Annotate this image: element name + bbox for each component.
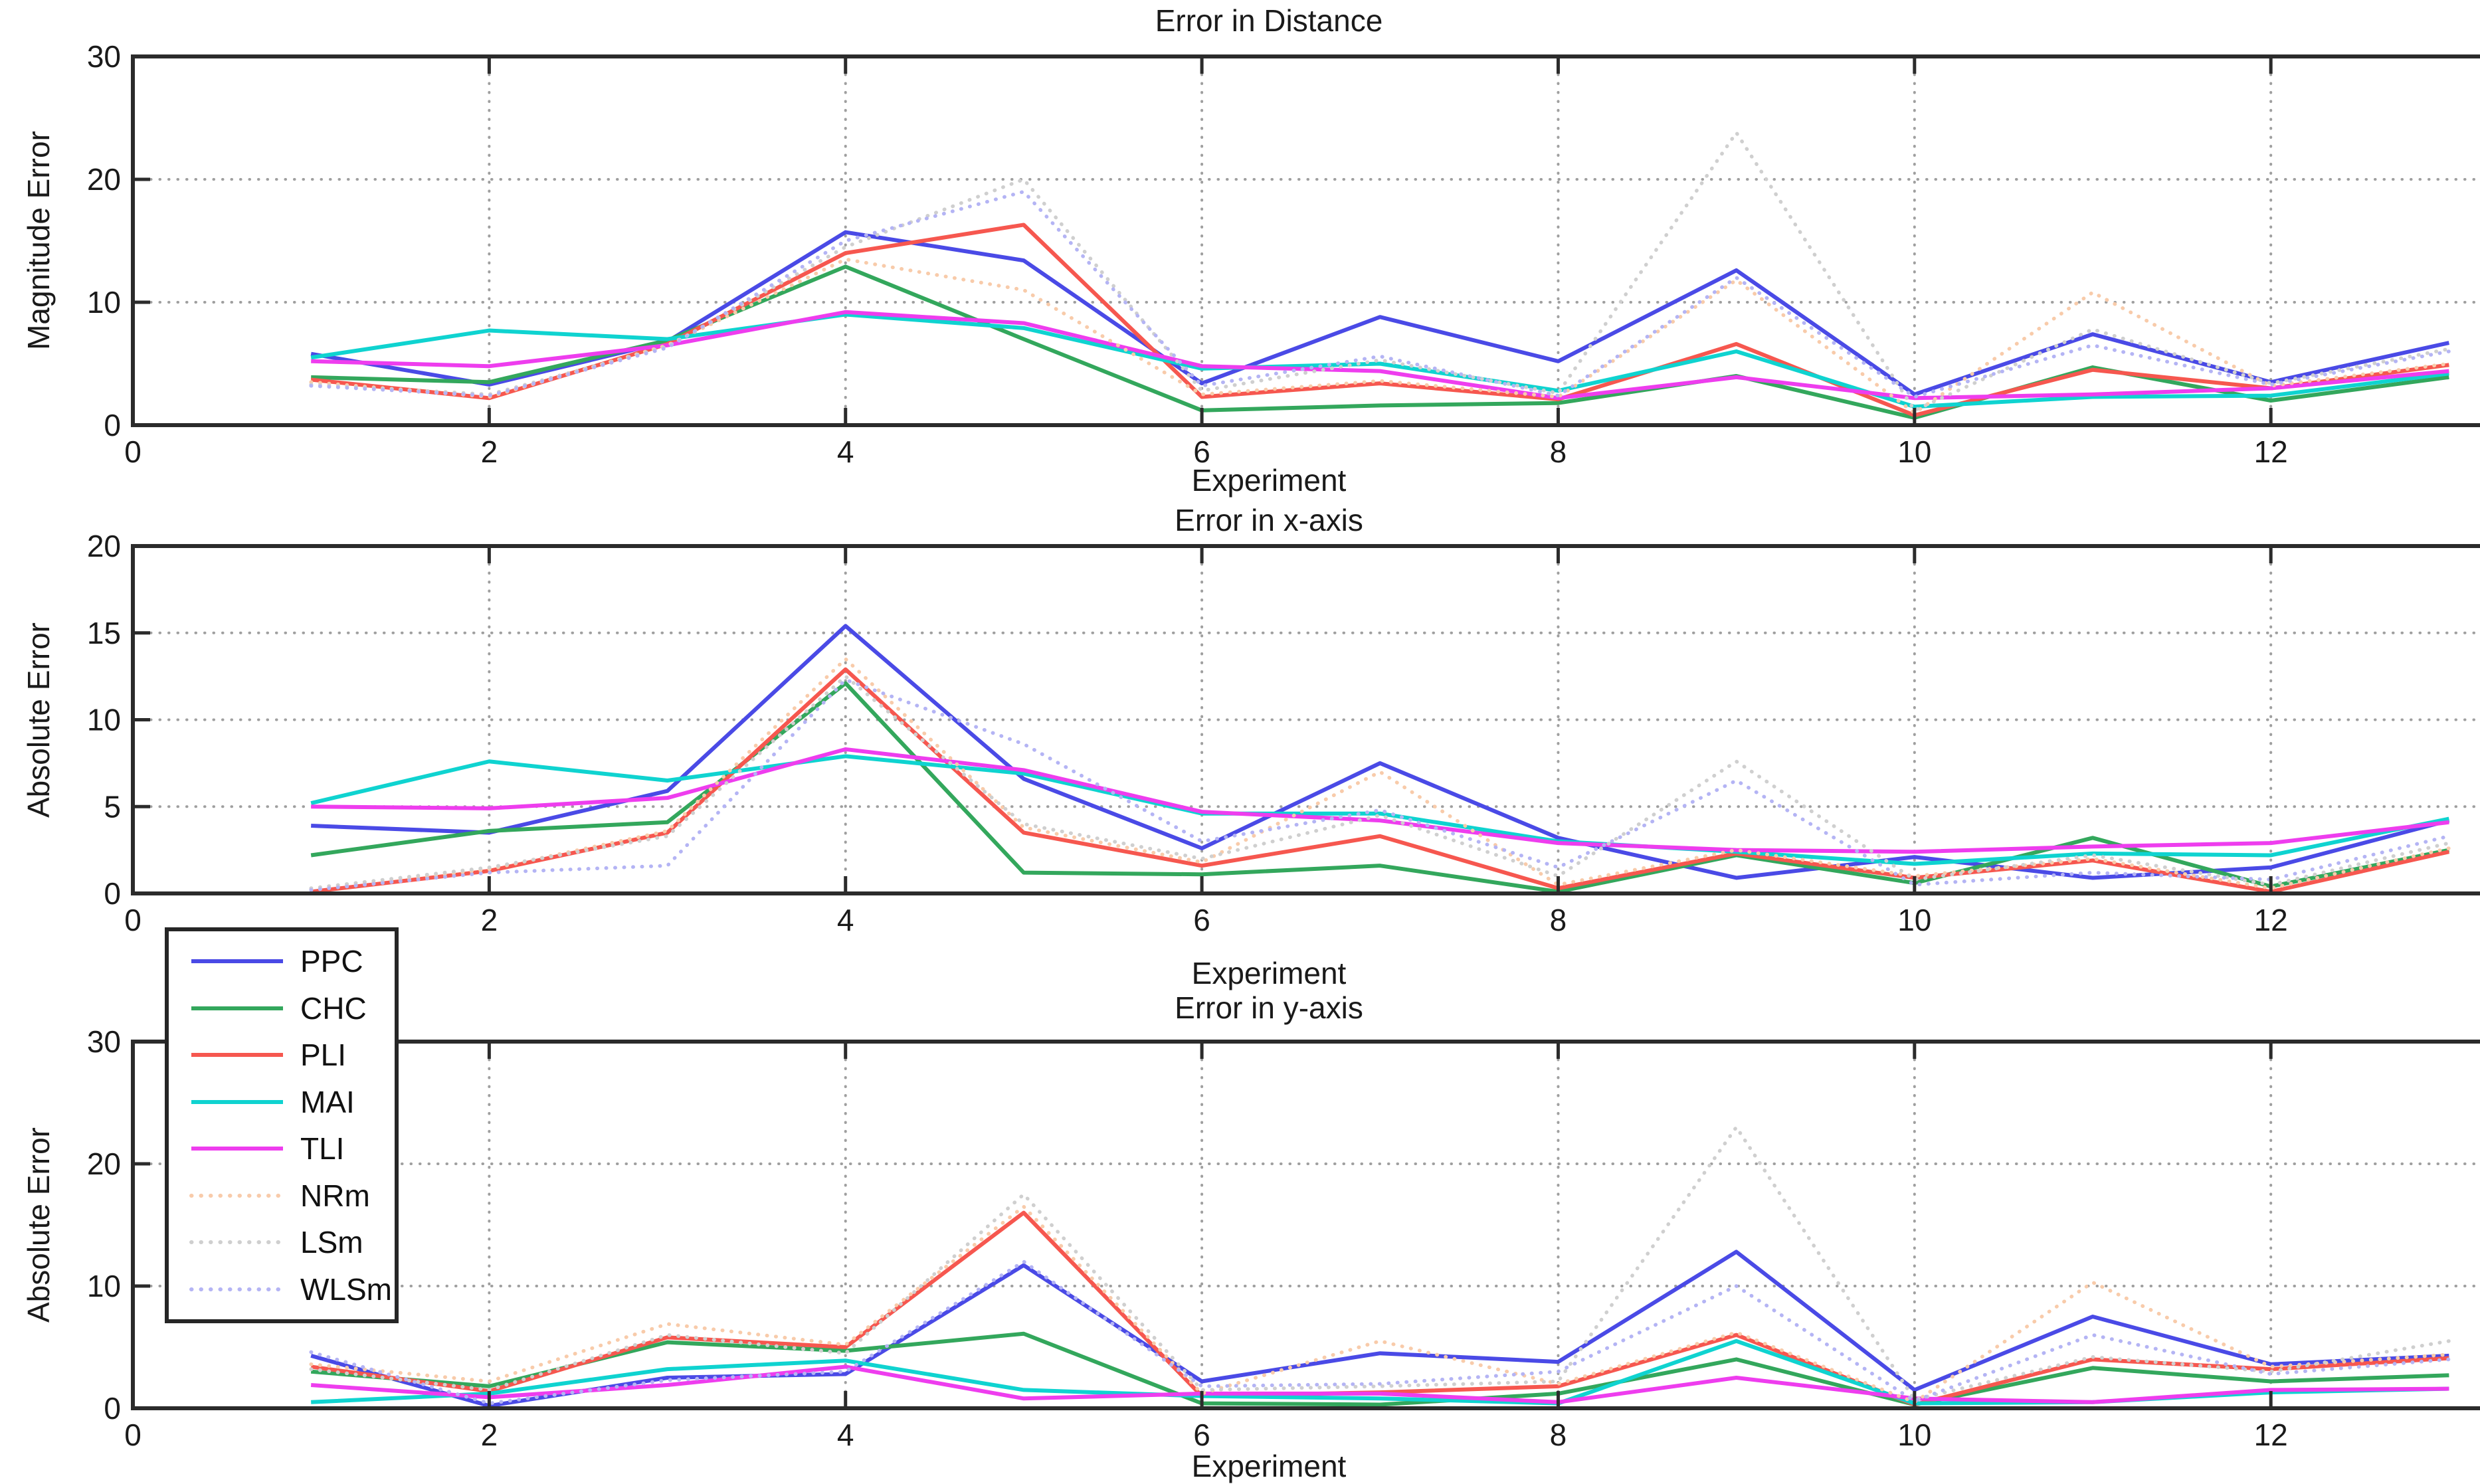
plot-border	[131, 1040, 2480, 1410]
y-tick-label: 10	[87, 703, 121, 737]
x-tick-label: 8	[1550, 434, 1567, 469]
x-axis-label-experiment-1: Experiment	[1191, 463, 1347, 498]
series-line-TLI	[311, 747, 2449, 854]
series-line-NRm	[309, 257, 2451, 415]
x-tick-label: 10	[1897, 903, 1931, 937]
legend-line-swatch-NRm	[189, 1193, 285, 1198]
legend-entry-PLI: PLI	[169, 1034, 395, 1075]
legend: PPC CHC PLI MAI TLI NRm LSm WLSm	[165, 927, 399, 1323]
x-tick-label: 12	[2254, 434, 2288, 469]
y-tick-label: 20	[87, 162, 121, 197]
x-tick-label: 10	[1897, 1418, 1931, 1452]
plot-area-error-in-y-axis: 0 2 4 6 8 10 12 0 10 20 30	[87, 1024, 2480, 1452]
series-line-MAI	[310, 754, 2449, 866]
x-tick-label: 0	[124, 1418, 142, 1452]
x-tick-label: 4	[837, 903, 854, 937]
y-tick-label: 20	[87, 1147, 121, 1181]
legend-entry-label: NRm	[300, 1178, 370, 1213]
x-tick-label: 8	[1550, 903, 1567, 937]
series-line-WLSm	[309, 189, 2451, 399]
series-line-CHC	[310, 681, 2449, 894]
series-line-PLI	[310, 667, 2450, 894]
x-tick-label: 4	[837, 1418, 854, 1452]
series-line-PLI	[310, 223, 2449, 418]
plot-area-error-in-distance: 0 2 4 6 8 10 12 0 10 20 30	[87, 39, 2480, 469]
series-line-TLI	[310, 1364, 2449, 1404]
chart-title-error-in-y-axis: Error in y-axis	[1175, 990, 1363, 1025]
legend-line-swatch-PLI	[191, 1053, 283, 1058]
legend-entry-label: PPC	[300, 944, 363, 979]
y-tick-label: 10	[87, 1269, 121, 1303]
series-line-LSm	[309, 130, 2451, 413]
chart-title-error-in-x-axis: Error in x-axis	[1175, 503, 1363, 537]
series-line-TLI	[311, 310, 2449, 401]
series-line-LSm	[309, 1125, 2451, 1402]
x-tick-label: 8	[1550, 1418, 1567, 1452]
x-axis-label-experiment-2: Experiment	[1191, 956, 1347, 990]
series-line-WLSm	[309, 1259, 2451, 1406]
x-axis-label-experiment-3: Experiment	[1191, 1449, 1347, 1483]
x-tick-label: 2	[481, 1418, 498, 1452]
legend-line-swatch-CHC	[191, 1006, 283, 1010]
y-tick-label: 0	[104, 1391, 121, 1426]
legend-line-swatch-LSm	[189, 1240, 285, 1245]
x-tick-label: 2	[481, 903, 498, 937]
x-tick-label: 6	[1193, 434, 1210, 469]
legend-entry-TLI: TLI	[169, 1128, 395, 1169]
x-tick-label: 12	[2254, 903, 2288, 937]
y-tick-label: 30	[87, 1024, 121, 1059]
legend-entry-label: CHC	[300, 990, 367, 1026]
series-line-MAI	[310, 312, 2449, 409]
legend-entry-NRm: NRm	[169, 1175, 395, 1216]
legend-entry-label: TLI	[300, 1131, 345, 1166]
series-line-NRm	[309, 1204, 2451, 1404]
legend-entry-PPC: PPC	[169, 941, 395, 982]
x-tick-label: 2	[481, 434, 498, 469]
x-tick-label: 10	[1897, 434, 1931, 469]
plot-area-error-in-x-axis: 0 2 4 6 8 10 12 0 5 10 15 20	[87, 529, 2480, 937]
legend-line-swatch-TLI	[191, 1147, 283, 1151]
x-tick-label: 6	[1193, 903, 1210, 937]
series-line-PPC	[310, 1250, 2449, 1408]
legend-line-swatch-MAI	[191, 1099, 283, 1104]
y-tick-label: 10	[87, 285, 121, 320]
y-tick-label: 15	[87, 616, 121, 650]
y-tick-label: 5	[104, 789, 121, 824]
legend-line-swatch-WLSm	[189, 1287, 285, 1291]
series-line-PPC	[311, 624, 2450, 880]
legend-line-swatch-PPC	[191, 959, 283, 964]
y-tick-label: 20	[87, 529, 121, 563]
legend-entry-MAI: MAI	[169, 1081, 395, 1123]
x-tick-label: 0	[124, 903, 142, 937]
x-tick-label: 6	[1193, 1418, 1210, 1452]
legend-entry-label: WLSm	[300, 1271, 392, 1307]
legend-entry-CHC: CHC	[169, 988, 395, 1029]
y-tick-label: 0	[104, 876, 121, 911]
series-line-LSm	[309, 674, 2451, 890]
legend-entry-label: LSm	[300, 1225, 363, 1260]
legend-entry-WLSm: WLSm	[169, 1269, 395, 1310]
y-tick-label: 30	[87, 39, 121, 74]
x-tick-label: 0	[124, 434, 142, 469]
plot-border	[131, 54, 2480, 427]
legend-entry-LSm: LSm	[169, 1222, 395, 1263]
x-tick-label: 4	[837, 434, 854, 469]
chart-title-error-in-distance: Error in Distance	[1155, 3, 1383, 38]
series-line-CHC	[310, 1331, 2449, 1407]
x-tick-label: 12	[2254, 1418, 2288, 1452]
legend-entry-label: PLI	[300, 1038, 347, 1073]
series-line-WLSm	[309, 678, 2451, 892]
y-tick-label: 0	[104, 408, 121, 442]
legend-entry-label: MAI	[300, 1084, 355, 1119]
